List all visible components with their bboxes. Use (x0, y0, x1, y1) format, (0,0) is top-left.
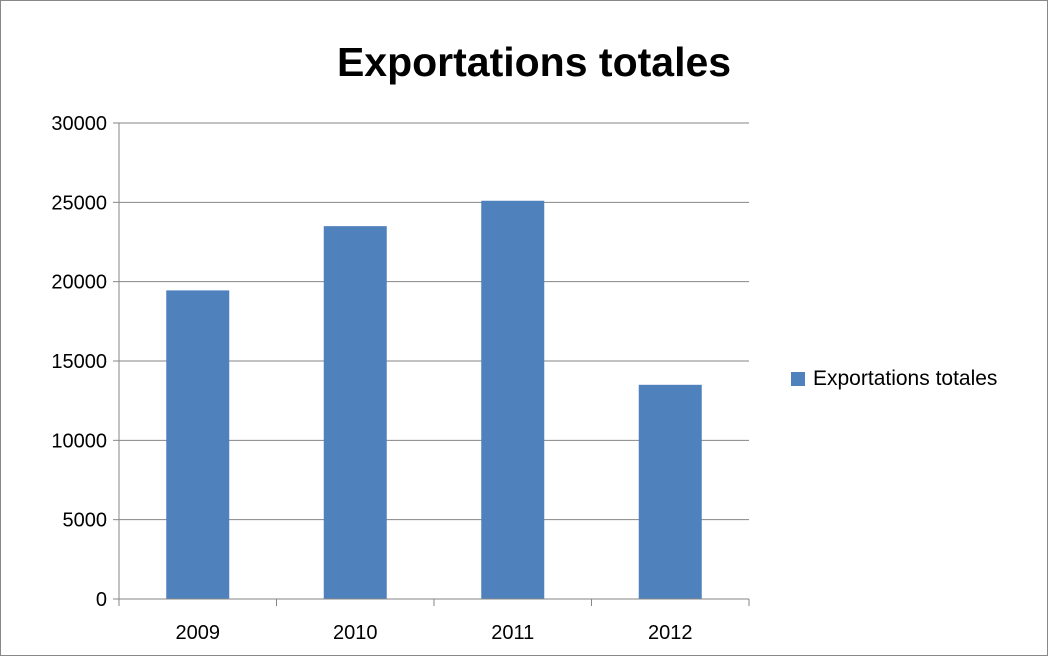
x-tick-label: 2011 (491, 622, 534, 644)
bars (166, 200, 702, 599)
x-tick-label: 2012 (648, 622, 693, 644)
legend: Exportations totales (791, 367, 997, 391)
bar-2012 (638, 384, 702, 599)
legend-swatch (791, 372, 805, 386)
y-tick-label: 5000 (63, 510, 108, 532)
y-tick-label: 20000 (51, 272, 107, 294)
bar-2010 (323, 226, 387, 599)
y-tick-label: 30000 (51, 113, 107, 135)
axes (118, 123, 750, 606)
y-tick-label: 25000 (51, 192, 107, 214)
x-axis-tick-labels: 2009 2010 2011 2012 (176, 622, 693, 644)
y-tick-label: 0 (96, 589, 107, 611)
y-tick-label: 15000 (51, 351, 107, 373)
chart-title: Exportations totales (336, 39, 732, 85)
bar-2011 (481, 200, 545, 599)
x-tick-label: 2009 (176, 622, 221, 644)
y-tick-label: 10000 (51, 430, 107, 452)
legend-label: Exportations totales (813, 367, 998, 390)
x-tick-label: 2010 (333, 622, 378, 644)
y-axis-tick-labels: 0 5000 10000 15000 20000 25000 30000 (51, 113, 107, 611)
bar-2009 (166, 290, 230, 599)
